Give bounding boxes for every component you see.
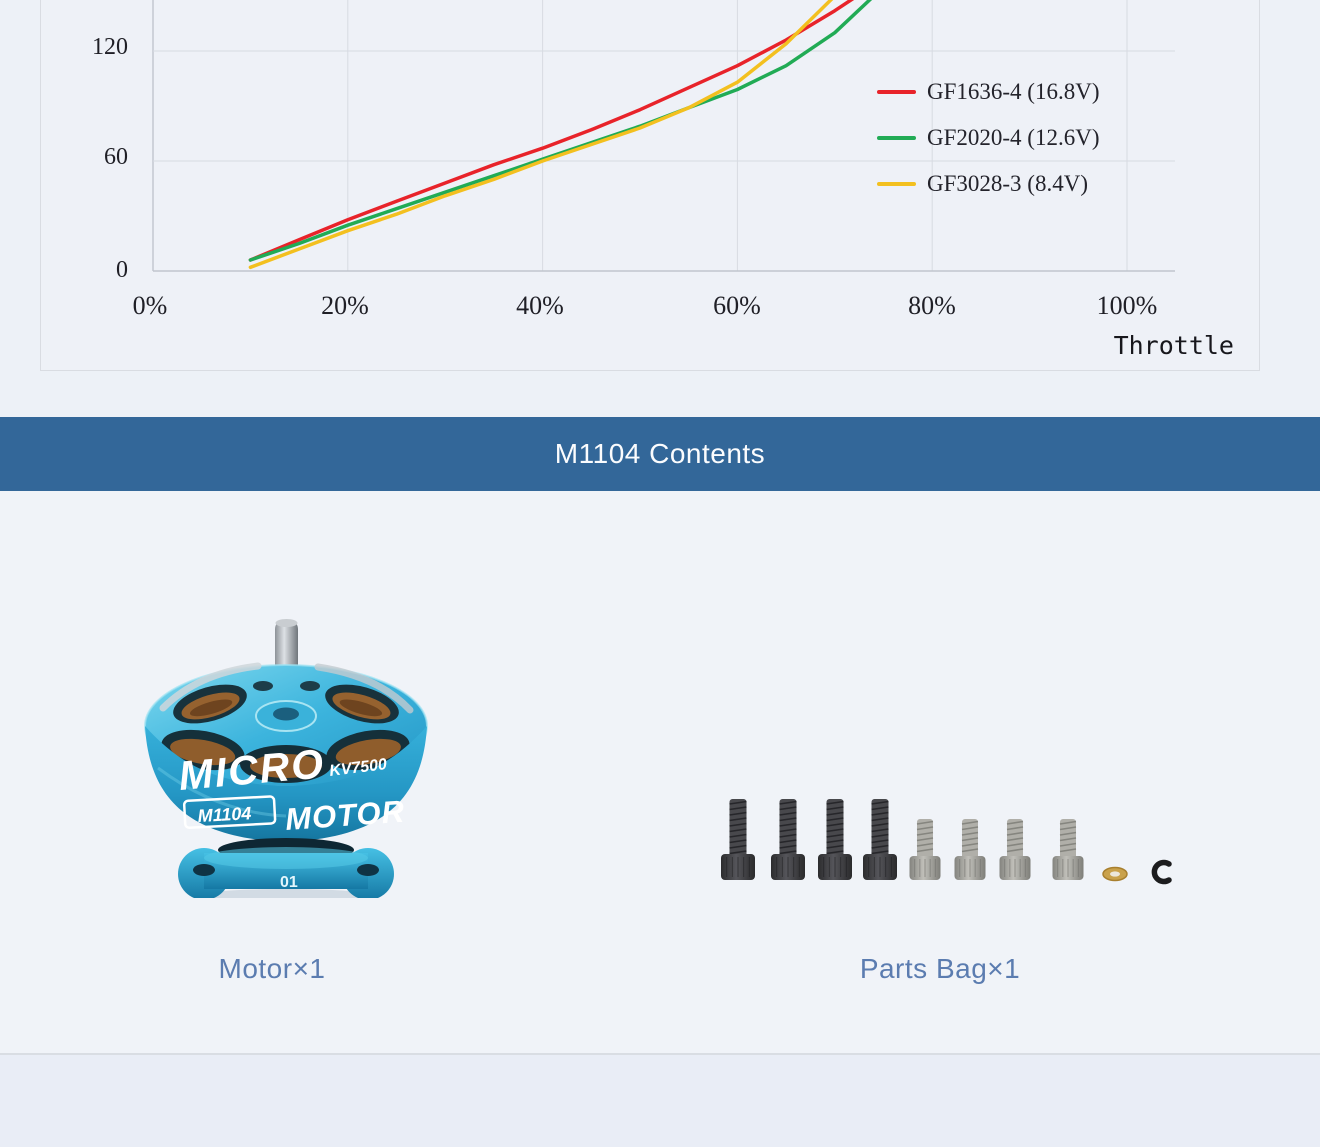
legend-label: GF2020-4 (12.6V) bbox=[927, 125, 1100, 150]
short-screw-icon bbox=[954, 819, 986, 880]
x-tick-0: 0% bbox=[132, 291, 168, 320]
motor-photo: MICRO KV7500 M1104 MOTOR 01 bbox=[144, 619, 428, 898]
legend-line-red-icon bbox=[877, 90, 916, 94]
short-screw-icon bbox=[909, 819, 941, 880]
long-screw-icon bbox=[721, 799, 755, 880]
section-banner: M1104 Contents bbox=[0, 417, 1320, 491]
washer-icon bbox=[1102, 866, 1128, 882]
x-tick-100: 100% bbox=[1096, 291, 1158, 320]
thrust-chart-panel bbox=[40, 0, 1260, 371]
section-title: M1104 Contents bbox=[554, 438, 766, 469]
motor-model-text: M1104 bbox=[197, 803, 252, 826]
footer-strip bbox=[0, 1055, 1320, 1147]
contents-section: MICRO KV7500 M1104 MOTOR 01 bbox=[0, 491, 1320, 1053]
x-tick-40: 40% bbox=[516, 291, 564, 320]
motor-kv-text: KV7500 bbox=[328, 756, 388, 780]
y-tick-60: 60 bbox=[104, 144, 128, 170]
motor-brand-motor: MOTOR bbox=[284, 794, 406, 837]
legend-label: GF1636-4 (16.8V) bbox=[927, 79, 1100, 104]
x-axis-title: Throttle bbox=[1113, 331, 1234, 360]
motor-base-number: 01 bbox=[280, 874, 298, 891]
long-screw-icon bbox=[771, 799, 805, 880]
e-clip-icon bbox=[1151, 859, 1172, 885]
x-tick-20: 20% bbox=[321, 291, 369, 320]
parts-bag-caption: Parts Bag×1 bbox=[859, 953, 1021, 984]
chart-legend: GF1636-4 (16.8V) GF2020-4 (12.6V) GF3028… bbox=[877, 76, 1100, 214]
legend-label: GF3028-3 (8.4V) bbox=[927, 171, 1088, 196]
short-screw-icon bbox=[1052, 819, 1084, 880]
legend-line-yellow-icon bbox=[877, 182, 916, 186]
long-screw-icon bbox=[818, 799, 852, 880]
motor-bell-top bbox=[144, 662, 428, 788]
legend-line-green-icon bbox=[877, 136, 916, 140]
parts-bag-photo bbox=[721, 799, 1172, 885]
x-tick-60: 60% bbox=[713, 291, 761, 320]
legend-item-gf2020: GF2020-4 (12.6V) bbox=[877, 122, 1100, 154]
y-tick-0: 0 bbox=[116, 257, 128, 283]
section-divider bbox=[0, 1053, 1320, 1055]
thrust-chart-plot bbox=[152, 0, 1175, 272]
x-tick-80: 80% bbox=[908, 291, 956, 320]
long-screw-icon bbox=[863, 799, 897, 880]
y-tick-120: 120 bbox=[92, 34, 128, 60]
motor-base: 01 bbox=[178, 838, 394, 898]
motor-caption: Motor×1 bbox=[218, 953, 326, 984]
legend-item-gf1636: GF1636-4 (16.8V) bbox=[877, 76, 1100, 108]
motor-bell-side: MICRO KV7500 M1104 MOTOR bbox=[145, 726, 427, 842]
short-screw-icon bbox=[999, 819, 1031, 880]
legend-item-gf3028: GF3028-3 (8.4V) bbox=[877, 168, 1100, 200]
